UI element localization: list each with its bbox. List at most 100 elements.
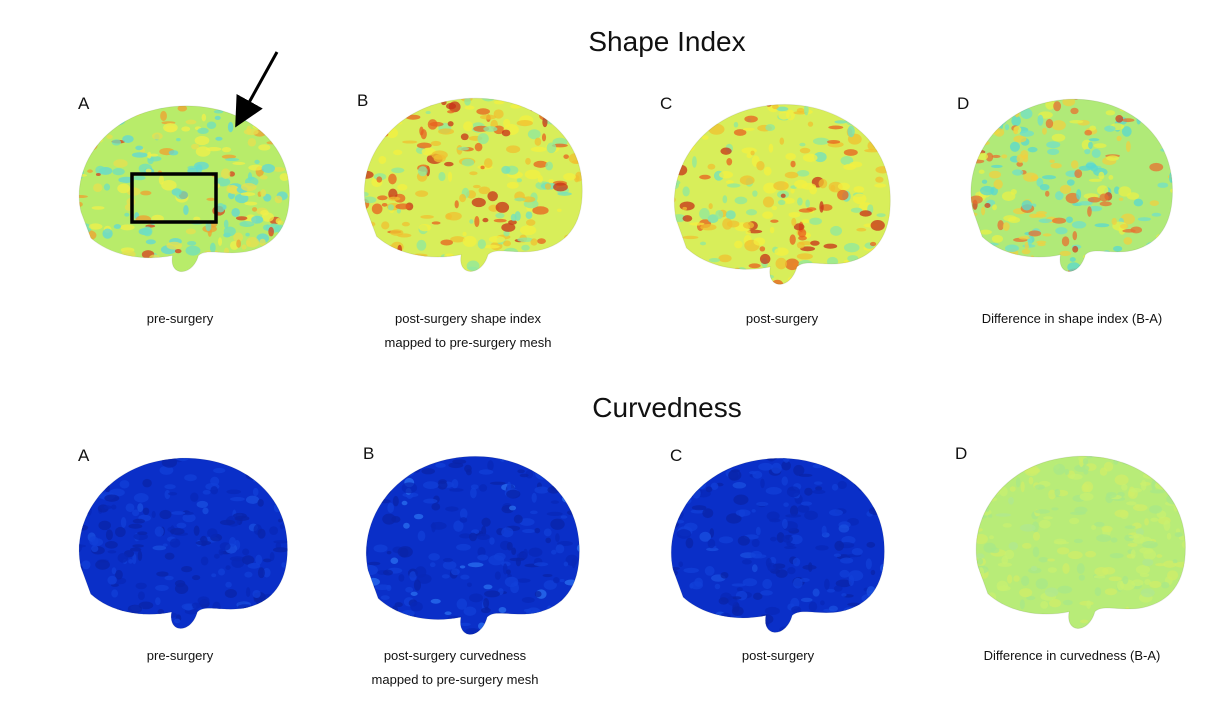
texture-spot (79, 131, 83, 142)
texture-spot (128, 559, 133, 564)
texture-spot (245, 587, 251, 598)
panel-caption: post-surgery curvedness (384, 648, 527, 663)
texture-spot (674, 114, 679, 122)
texture-spot (248, 164, 264, 171)
texture-spot (726, 513, 742, 524)
texture-spot (226, 184, 238, 194)
texture-spot (276, 105, 290, 109)
texture-spot (137, 531, 148, 536)
texture-spot (234, 193, 249, 204)
texture-spot (678, 486, 691, 493)
texture-spot (501, 223, 516, 232)
texture-spot (181, 126, 191, 132)
texture-spot (1052, 217, 1067, 224)
texture-spot (430, 140, 442, 147)
texture-spot (771, 462, 782, 474)
texture-spot (480, 165, 485, 170)
texture-spot (678, 472, 690, 478)
texture-spot (479, 484, 488, 492)
texture-spot (787, 567, 796, 575)
texture-spot (1090, 164, 1099, 172)
texture-spot (464, 464, 472, 473)
texture-spot (792, 615, 805, 622)
texture-spot (877, 458, 885, 464)
texture-spot (781, 476, 788, 486)
texture-spot (784, 545, 797, 550)
texture-spot (1105, 110, 1116, 116)
texture-spot (1034, 509, 1050, 514)
texture-spot (251, 215, 264, 224)
texture-spot (1026, 595, 1036, 601)
texture-spot (235, 216, 248, 221)
texture-spot (671, 505, 678, 509)
texture-spot (87, 483, 98, 490)
texture-spot (208, 625, 218, 629)
texture-spot (476, 108, 490, 115)
texture-spot (687, 614, 694, 619)
texture-spot (79, 623, 81, 629)
texture-spot (725, 180, 734, 184)
texture-spot (1118, 186, 1132, 197)
texture-spot (887, 159, 891, 170)
texture-spot (546, 261, 556, 266)
texture-spot (812, 588, 820, 597)
texture-spot (168, 491, 178, 496)
texture-spot (1161, 604, 1173, 614)
texture-spot (779, 137, 785, 145)
brain-image (970, 90, 1173, 272)
texture-spot (259, 120, 270, 127)
texture-spot (118, 176, 135, 183)
texture-spot (459, 622, 471, 626)
texture-spot (731, 469, 740, 473)
texture-spot (965, 552, 974, 560)
texture-spot (996, 90, 1008, 98)
texture-spot (707, 538, 716, 549)
texture-spot (1065, 192, 1080, 204)
texture-spot (373, 544, 388, 553)
texture-spot (967, 513, 974, 517)
texture-spot (282, 603, 288, 607)
texture-spot (1091, 148, 1101, 158)
texture-spot (875, 273, 891, 278)
texture-spot (785, 514, 802, 518)
texture-spot (1095, 628, 1109, 629)
texture-spot (1059, 184, 1072, 195)
texture-spot (866, 492, 876, 502)
texture-spot (706, 547, 719, 552)
texture-spot (503, 240, 512, 247)
texture-spot (534, 486, 550, 494)
texture-spot (231, 207, 240, 217)
texture-spot (284, 130, 290, 141)
texture-spot (206, 197, 216, 201)
texture-spot (187, 241, 197, 246)
texture-spot (1087, 196, 1101, 203)
texture-spot (459, 517, 468, 523)
texture-spot (722, 218, 733, 230)
texture-spot (449, 488, 464, 492)
texture-spot (1127, 264, 1142, 269)
texture-spot (1137, 217, 1152, 222)
texture-spot (737, 535, 750, 546)
texture-spot (674, 232, 675, 245)
texture-spot (1002, 222, 1010, 231)
panel-caption: pre-surgery (147, 311, 214, 326)
panel-letter: D (957, 94, 969, 113)
texture-spot (376, 626, 381, 635)
texture-spot (692, 156, 697, 168)
texture-spot (976, 553, 978, 564)
texture-spot (1123, 237, 1133, 245)
texture-spot (469, 532, 478, 542)
texture-spot (444, 611, 452, 615)
texture-spot (69, 259, 76, 264)
texture-spot (762, 274, 774, 280)
texture-spot (102, 106, 112, 113)
texture-spot (243, 128, 259, 136)
texture-spot (396, 622, 410, 632)
texture-spot (148, 254, 161, 263)
texture-spot (478, 186, 491, 195)
texture-spot (1001, 191, 1016, 202)
texture-spot (833, 585, 843, 592)
texture-spot (1094, 99, 1103, 102)
texture-spot (720, 571, 729, 579)
texture-spot (195, 164, 203, 174)
